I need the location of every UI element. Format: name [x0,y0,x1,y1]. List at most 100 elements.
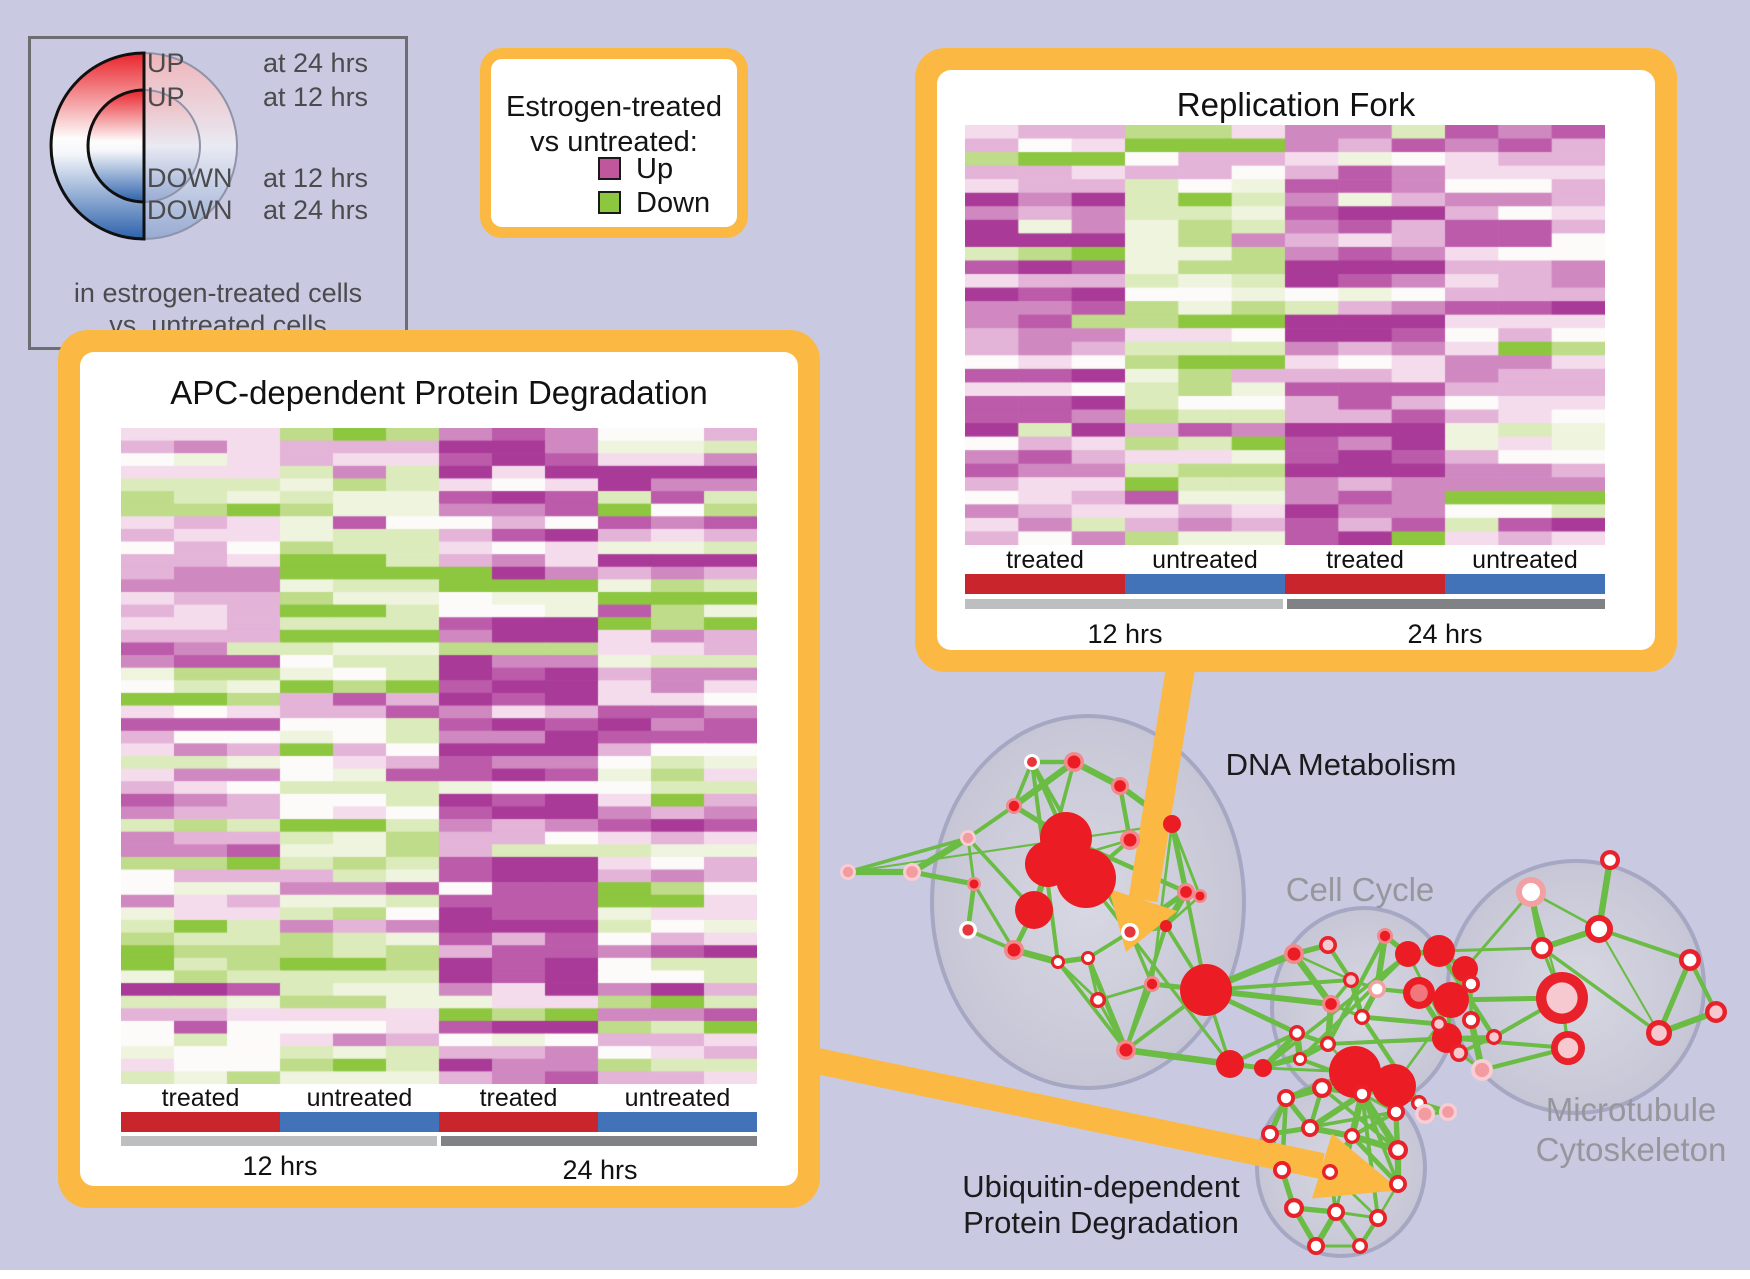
network-edge [1169,821,1189,895]
gene-node [1590,920,1608,938]
network-edge [972,882,1016,952]
gene-node [1356,1088,1368,1100]
network-edge [1292,952,1353,982]
rf-group1-label: treated [1006,546,1084,574]
cluster-label-protein-degradation: Protein Degradation [963,1205,1239,1240]
network-edge [1308,1110,1398,1130]
apc-treated-bar-1 [121,1112,280,1132]
network-edge [1349,1133,1401,1187]
gene-node [1093,995,1103,1005]
apc-24hr-bar [441,1136,757,1146]
network-edge [1085,955,1129,1053]
gene-node [1372,1212,1384,1224]
gene-node [1322,939,1334,951]
gene-node [1330,1206,1342,1218]
apc-untreated-bar-1 [280,1112,439,1132]
gene-node [1310,1240,1322,1252]
gene-node [1123,833,1137,847]
cluster-label-ubiquitin-dependent: Ubiquitin-dependent [962,1169,1240,1204]
rf-24hr-bar [1287,599,1605,609]
time-at-24hrs-label-2: at 24 hrs [263,195,369,225]
up-color-swatch [598,157,621,180]
direction-up-24-label: UP [147,48,185,78]
gene-node [1371,983,1383,995]
color-key-box: Estrogen-treated vs untreated: Up Down [480,48,748,238]
gene-node [1124,926,1136,938]
gene-node [1709,1005,1723,1019]
gene-node [1392,1144,1404,1156]
cluster-label-microtubule: Microtubule [1545,1091,1717,1128]
down-label: Down [636,187,711,219]
gene-node [1329,1046,1381,1098]
gene-node [1465,978,1477,990]
gene-node [1325,998,1337,1010]
network-edge [846,836,970,874]
panel-to-cluster-arrow-shaft [790,1043,1325,1179]
gene-node [1390,1106,1402,1118]
apc-treated-bar-2 [439,1112,598,1132]
network-edge [1056,960,1128,1052]
gene-node [1264,1128,1276,1140]
gene-node [1453,1047,1465,1059]
replication-fork-title: Replication Fork [1176,86,1416,123]
network-edge [1325,933,1388,1047]
apc-group4-label: untreated [624,1084,731,1112]
network-edge [1540,946,1661,1035]
rf-treated-bar-1 [965,574,1125,594]
gene-node [1056,848,1116,908]
figure-bottom-margin [0,1270,1750,1279]
gene-node [1489,1032,1499,1042]
apc-group3-label: treated [479,1084,558,1112]
gene-node [1410,984,1428,1002]
network-edge [1320,1086,1400,1152]
time-at-24hrs-label: at 24 hrs [263,48,369,78]
direction-up-12-label: UP [147,82,185,112]
gene-node [1292,1028,1302,1038]
gene-node [1015,891,1053,929]
gene-node [1325,1167,1335,1177]
gene-node [1465,1014,1477,1026]
direction-down-24-label: DOWN [147,195,233,225]
gene-node [1180,886,1192,898]
network-edge [1656,957,1693,1036]
gene-node [1442,1106,1454,1118]
network-edge [1150,822,1174,986]
gene-node [1433,982,1469,1018]
gene-node [1347,1131,1357,1141]
gene-node [1651,1025,1667,1041]
gene-node [1083,953,1093,963]
gene-node [1535,941,1549,955]
rf-group3-label: treated [1326,546,1404,574]
network-edge [1463,890,1533,971]
legend-caption-line1: in estrogen-treated cells [73,278,363,308]
gene-node [1163,815,1181,833]
gene-node [1474,1062,1490,1078]
gene-node [1295,1054,1305,1064]
rf-treated-bar-2 [1285,574,1445,594]
panel-to-cluster-arrow-shaft [1128,637,1200,903]
gene-node [1007,943,1021,957]
rf-group4-label: untreated [1472,546,1578,574]
gene-node [1067,755,1081,769]
up-label: Up [636,153,674,185]
direction-down-12-label: DOWN [147,163,233,193]
gene-node [1557,1037,1579,1059]
gene-node [1114,780,1126,792]
down-color-swatch [598,191,621,214]
gene-node [1379,930,1391,942]
color-key-title-line1: Estrogen-treated [505,91,722,123]
gene-node [1323,1039,1333,1049]
apc-degradation-panel: APC-dependent Protein Degradation treate… [58,330,820,1208]
time-at-12hrs-label: at 12 hrs [263,82,369,112]
network-edge [908,834,972,876]
gene-node [1180,964,1232,1016]
replication-fork-panel: Replication Fork treated untreated treat… [915,48,1677,672]
gene-node [1355,1241,1365,1251]
network-edge [1164,894,1202,928]
network-edge [1306,1090,1366,1132]
rf-untreated-bar-1 [1125,574,1285,594]
gene-node [1195,891,1205,901]
gene-node [1604,854,1616,866]
gene-node [1276,1164,1288,1176]
